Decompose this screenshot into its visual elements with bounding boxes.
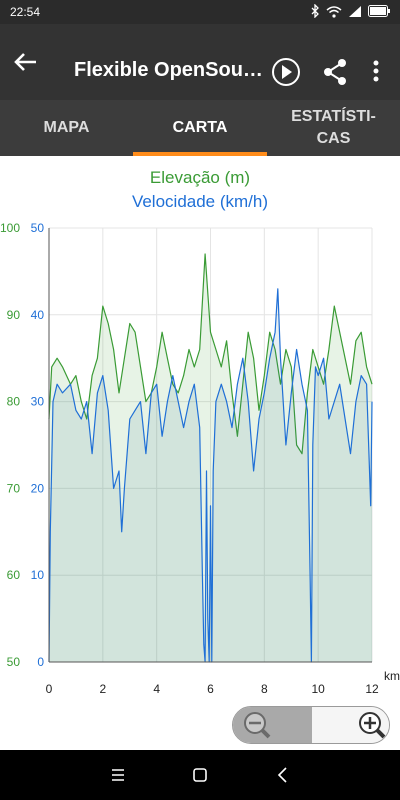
wifi-icon [326,5,342,18]
bluetooth-icon [311,4,319,18]
x-tick-label: 12 [365,682,379,696]
elevation-area [49,254,372,662]
x-tick-label: 10 [311,682,325,696]
y-right-tick-label: 0 [37,655,44,669]
share-icon[interactable] [322,58,348,86]
active-tab-indicator [133,152,267,156]
more-options-icon[interactable] [368,58,384,86]
zoom-out-button[interactable] [233,707,312,743]
zoom-out-icon [244,712,271,739]
x-unit-label: km [384,669,400,683]
legend-speed: Velocidade (km/h) [131,192,269,211]
speed-line [48,288,373,663]
tab-chart-label: CARTA [172,119,228,136]
y-right-tick-label: 20 [31,481,45,495]
y-left-tick-label: 100 [0,221,20,235]
tab-statistics-label: ESTATÍSTI- CAS [291,108,376,147]
system-nav-bar [0,750,400,800]
home-icon[interactable] [185,762,215,788]
x-tick-label: 0 [46,682,53,696]
status-time: 22:54 [10,5,41,19]
speed-area [49,288,372,662]
chart-plot[interactable]: 50 60 70 80 90 100 0 10 20 30 40 50 0 2 4 6 8 10 12 km [0,210,400,750]
tab-chart[interactable]: CARTA [133,100,267,156]
recent-apps-icon[interactable] [103,762,133,788]
legend-elevation: Elevação (m) [149,168,251,187]
zoom-control [232,706,390,744]
x-tick-label: 4 [153,682,160,696]
y-left-tick-label: 90 [7,308,21,322]
y-left-tick-label: 50 [7,655,21,669]
tab-map-label: MAPA [43,119,90,136]
status-bar: 22:54 [0,0,400,24]
zoom-in-icon [359,712,386,739]
tab-map[interactable]: MAPA [0,100,133,156]
signal-icon [349,5,361,17]
y-right-tick-label: 50 [31,221,45,235]
y-left-tick-label: 70 [7,481,21,495]
chart-area: Elevação (m) Velocidade (km/h) 50 60 70 80 9… [0,156,400,750]
back-nav-icon[interactable] [268,762,298,788]
x-tick-label: 2 [99,682,106,696]
status-icons [311,4,390,18]
back-arrow-icon[interactable] [12,48,44,80]
y-left-tick-label: 60 [7,568,21,582]
battery-icon [368,5,390,17]
y-left-tick-label: 80 [7,395,21,409]
y-right-tick-label: 30 [31,395,45,409]
page-title: Flexible OpenSou… [74,59,263,81]
tab-bar: MAPA CARTA ESTATÍSTI- CAS [0,100,400,156]
y-right-tick-label: 10 [31,568,45,582]
x-tick-label: 8 [261,682,268,696]
y-right-tick-label: 40 [31,308,45,322]
x-tick-label: 6 [207,682,214,696]
elevation-line [48,253,373,455]
play-icon[interactable] [272,58,300,86]
app-bar: Flexible OpenSou… [0,24,400,100]
zoom-in-button[interactable] [312,707,389,743]
tab-statistics[interactable]: ESTATÍSTI- CAS [267,100,400,156]
